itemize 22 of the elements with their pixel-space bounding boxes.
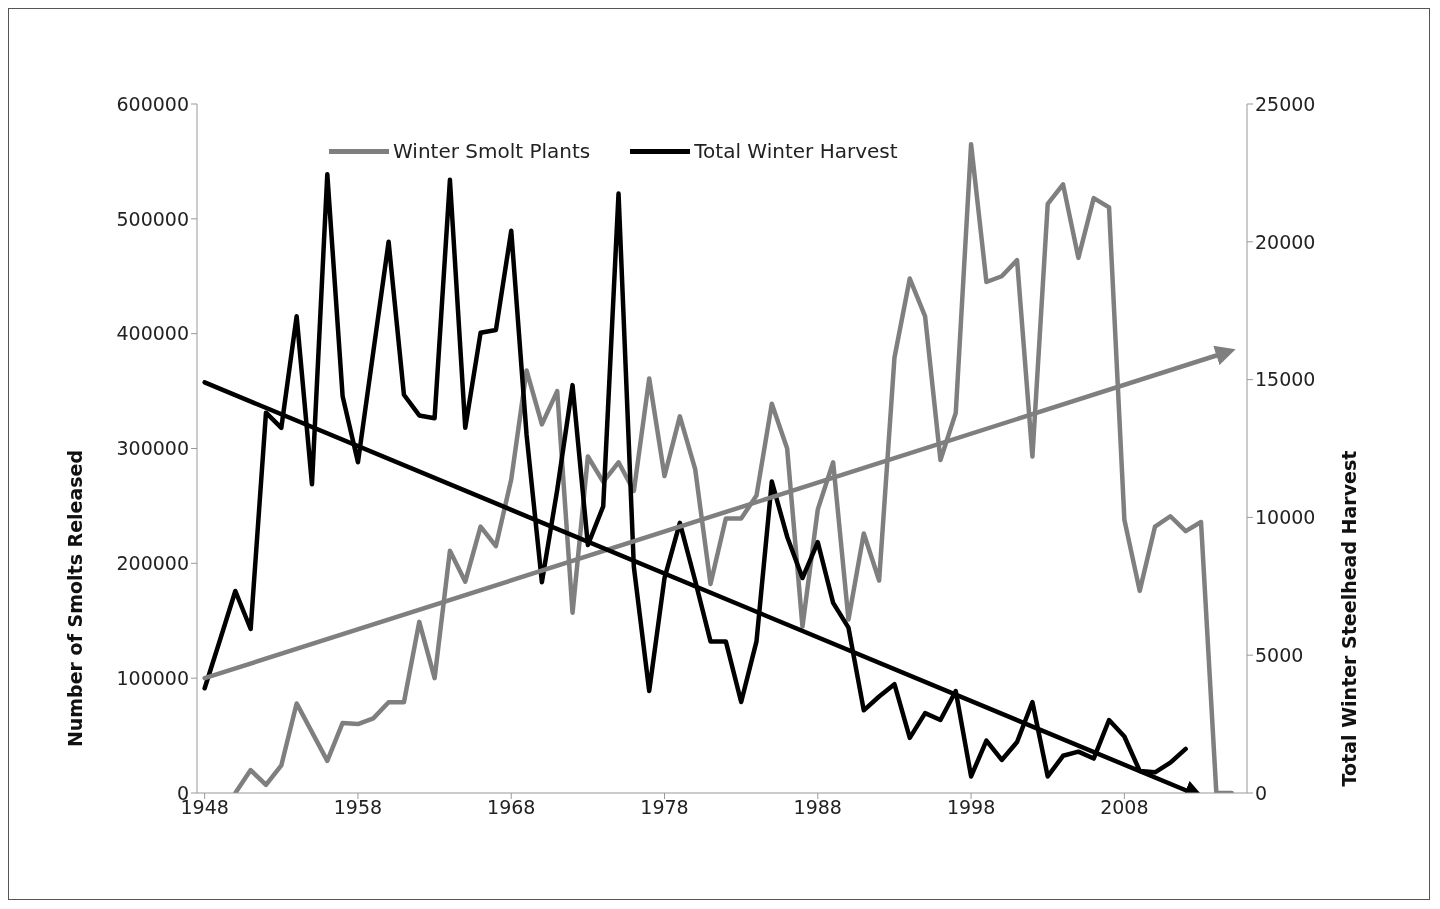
legend-label: Winter Smolt Plants: [393, 139, 591, 163]
x-tick-label: 1978: [640, 796, 689, 819]
y2-tick-label: 5000: [1255, 643, 1304, 666]
x-tick-label: 1988: [793, 796, 842, 819]
legend-label: Total Winter Harvest: [694, 139, 898, 163]
x-tick-label: 1998: [946, 796, 996, 819]
y2-tick-label: 20000: [1255, 230, 1316, 253]
y2-tick-label: 25000: [1255, 92, 1316, 115]
y-tick-label: 500000: [116, 207, 189, 230]
x-tick-label: 2008: [1100, 796, 1149, 819]
x-tick-label: 1968: [487, 796, 536, 819]
y2-tick-label: 0: [1255, 781, 1268, 804]
y-tick-label: 300000: [116, 437, 189, 460]
y-tick-label: 200000: [116, 552, 189, 575]
y-tick-label: 600000: [116, 92, 189, 115]
y2-tick-label: 15000: [1255, 368, 1316, 391]
y-axis-title: Number of Smolts Released: [63, 449, 86, 748]
y2-axis-title: Total Winter Steelhead Harvest: [1337, 450, 1360, 787]
y2-tick-label: 10000: [1255, 506, 1316, 529]
y-tick-label: 400000: [116, 322, 189, 345]
x-tick-label: 1958: [333, 796, 383, 819]
y-tick-label: 100000: [116, 666, 189, 689]
